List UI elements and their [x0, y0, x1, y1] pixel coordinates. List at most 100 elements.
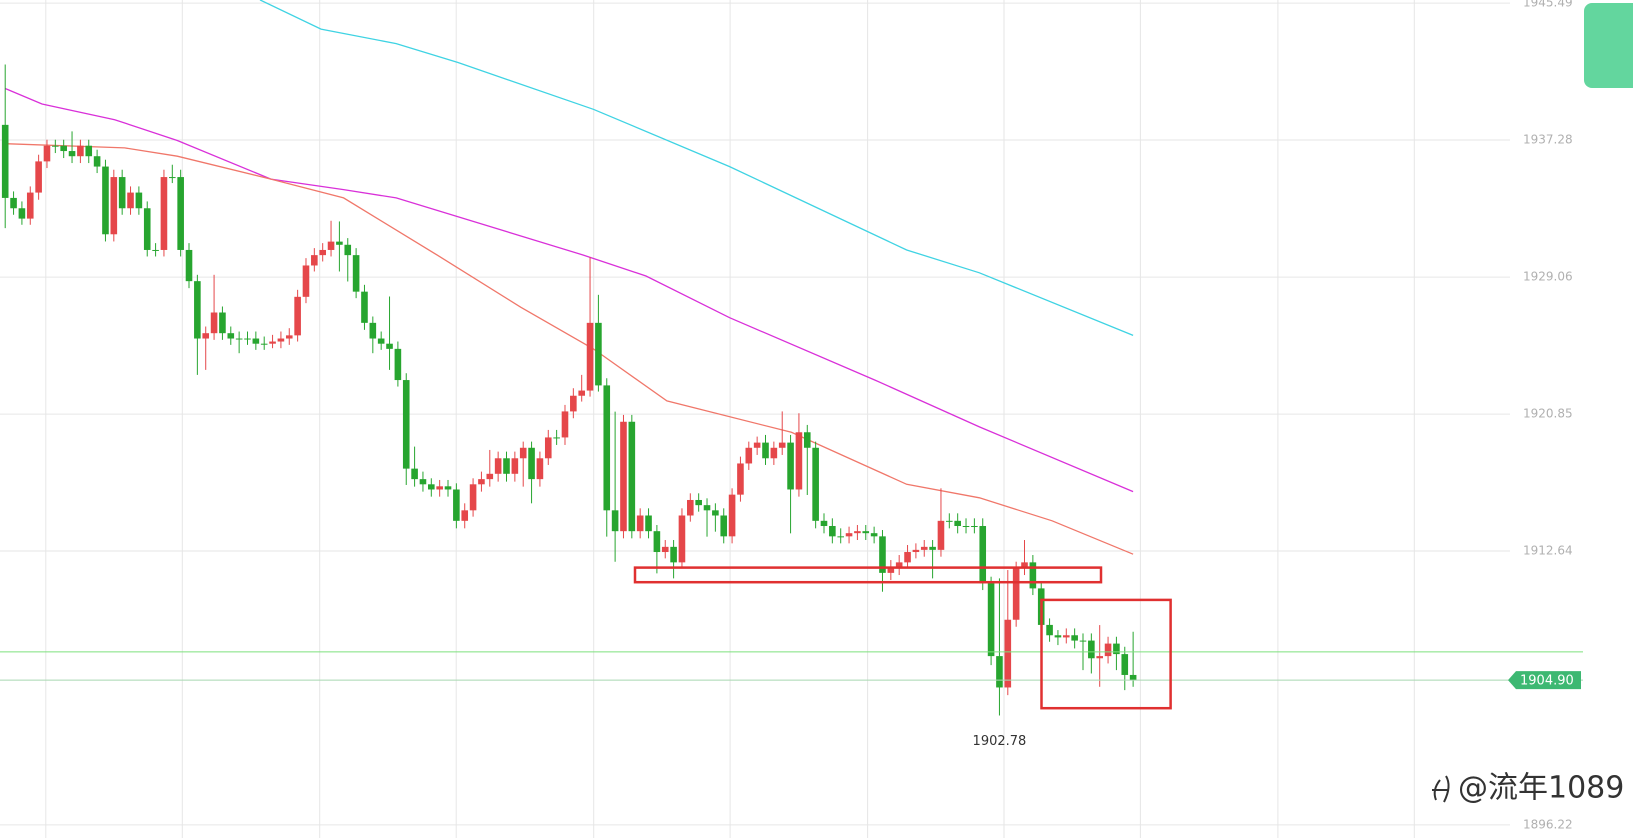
candle-body — [553, 437, 560, 439]
drawn-box — [633, 566, 1103, 584]
candle-body — [311, 255, 318, 266]
candle-body — [344, 244, 352, 256]
candle-body — [361, 291, 368, 323]
candle-body — [795, 432, 803, 490]
y-tick-label: 1912.64 — [1523, 544, 1573, 558]
candle-body — [1113, 643, 1120, 655]
candle-body — [336, 241, 343, 245]
candle-body — [611, 510, 619, 532]
candle-body — [285, 335, 293, 339]
watermark: @流年1089 — [1458, 771, 1624, 806]
candle-body — [294, 296, 301, 336]
candle-body — [620, 421, 627, 532]
candle-body — [862, 531, 870, 534]
moving-average-line — [259, 0, 1134, 337]
candle-body — [319, 249, 326, 256]
candle-body — [929, 546, 936, 550]
candle-body — [687, 499, 694, 516]
y-tick-label: 1896.22 — [1523, 817, 1573, 831]
candle-body — [1071, 635, 1078, 641]
candle-body — [461, 510, 469, 521]
candle-body — [419, 479, 427, 485]
candle-body — [1021, 562, 1028, 568]
candle-body — [954, 520, 961, 527]
candle-body — [528, 447, 535, 480]
candle-body — [829, 526, 836, 537]
y-tick-label: 1937.28 — [1523, 133, 1573, 147]
candle-body — [645, 515, 652, 532]
overlay: 1904.90 1902.78 — [0, 651, 1583, 749]
candle-body — [219, 312, 226, 334]
candle-body — [912, 549, 920, 553]
candle-body — [904, 552, 911, 563]
candle-body — [143, 208, 151, 250]
candle-body — [352, 255, 360, 292]
candle-body — [586, 322, 594, 391]
candle-body — [110, 177, 118, 235]
candle-body — [102, 166, 109, 235]
drawn-box — [1040, 598, 1172, 710]
y-tick-label: 1920.85 — [1523, 407, 1573, 421]
candle-body — [169, 177, 176, 179]
candle-body — [277, 338, 285, 342]
candle-body — [402, 380, 410, 469]
candle-body — [661, 546, 669, 553]
low-annotation: 1902.78 — [973, 734, 1027, 749]
candle-body — [93, 156, 101, 167]
candle-body — [260, 343, 268, 345]
candle-body — [979, 526, 987, 584]
candle-body — [52, 145, 59, 147]
candle-body — [1129, 674, 1137, 681]
candle-body — [987, 583, 995, 657]
candles — [1, 64, 1137, 716]
candle-body — [544, 437, 552, 459]
candle-body — [235, 338, 243, 340]
candle-body — [160, 177, 168, 250]
last-price-tag — [1508, 671, 1581, 690]
candle-body — [820, 520, 828, 527]
candle-body — [1029, 562, 1037, 589]
candle-body — [135, 192, 143, 209]
side-panel-button[interactable] — [1584, 3, 1633, 88]
candle-body — [920, 546, 928, 550]
last-price-label: 1904.90 — [1520, 674, 1574, 689]
candle-body — [503, 458, 510, 474]
candle-body — [1046, 624, 1053, 636]
candle-body — [394, 348, 402, 381]
candle-body — [712, 510, 719, 516]
candle-body — [185, 249, 193, 282]
candle-body — [60, 145, 67, 152]
candle-body — [252, 338, 260, 344]
candle-body — [386, 343, 393, 349]
candle-body — [737, 463, 744, 495]
candle-body — [210, 312, 218, 334]
candle-body — [302, 265, 310, 297]
candle-body — [628, 421, 636, 532]
candle-body — [227, 333, 235, 339]
candle-body — [971, 526, 978, 528]
time-grid — [45, 0, 1415, 838]
candle-body — [10, 197, 17, 209]
candle-body — [269, 341, 276, 344]
candle-body — [1062, 635, 1070, 638]
candle-body — [244, 338, 251, 340]
candle-body — [636, 515, 644, 532]
candle-body — [678, 515, 686, 563]
candle-body — [946, 520, 953, 522]
candle-body — [494, 458, 502, 474]
candle-body — [561, 411, 569, 438]
candle-body — [1012, 567, 1020, 620]
candle-body — [578, 390, 585, 396]
candle-body — [411, 468, 418, 480]
moving-average-line — [5, 143, 1134, 555]
candle-body — [770, 447, 778, 459]
moving-averages — [4, 0, 1134, 555]
candle-body — [369, 322, 377, 339]
candle-body — [870, 533, 878, 537]
candle-body — [1104, 643, 1112, 657]
candle-body — [1079, 640, 1087, 642]
candle-body — [444, 486, 452, 490]
candle-body — [377, 338, 385, 344]
